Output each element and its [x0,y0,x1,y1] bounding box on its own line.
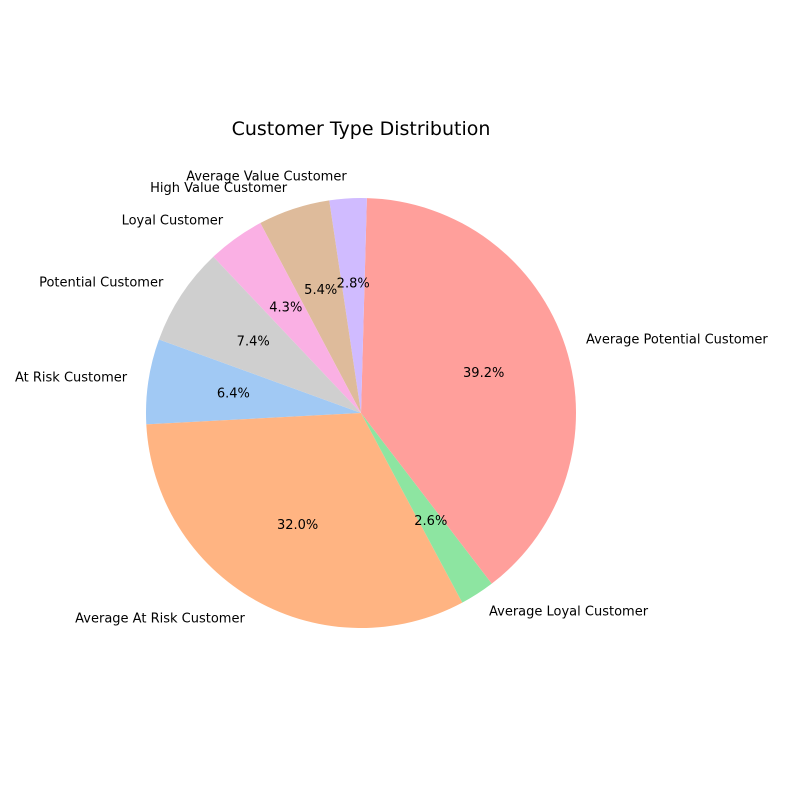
pie-slice-5 [260,200,361,413]
percent-label-6: 4.3% [269,301,302,316]
pie-slice-0 [146,339,361,425]
pie-slice-2 [361,413,492,603]
percent-label-5: 5.4% [304,283,337,298]
percent-labels: 6.4% 32.0% 2.6% 39.2% 2.8%5.4%4.3% 7.4% [217,277,504,533]
pie-slices [146,197,576,628]
percent-label-1: 32.0% [277,518,318,533]
pie-slice-1 [146,413,463,628]
slice-label-4: Average Value Customer [186,169,347,184]
pie-slice-4 [329,197,367,413]
slice-label-2: Average Loyal Customer [489,604,649,619]
slice-label-3: Average Potential Customer [586,333,768,348]
slice-label-1: Average At Risk Customer [75,612,245,627]
pie-slice-7 [158,256,361,413]
slice-labels: At Risk Customer Average At Risk Customer… [15,169,768,626]
percent-label-3: 39.2% [463,366,504,381]
slice-label-7: Potential Customer [39,276,164,291]
chart-title: Customer Type Distribution [232,118,491,140]
percent-label-4: 2.8% [337,277,370,292]
slice-label-0: At Risk Customer [15,371,128,386]
pie-slice-6 [213,223,361,413]
percent-label-0: 6.4% [217,387,250,402]
percent-label-7: 7.4% [237,335,270,350]
pie-slice-3 [361,198,576,584]
slice-label-5: High Value Customer [150,181,288,196]
slice-label-6: Loyal Customer [122,213,224,228]
percent-label-2: 2.6% [414,514,447,529]
